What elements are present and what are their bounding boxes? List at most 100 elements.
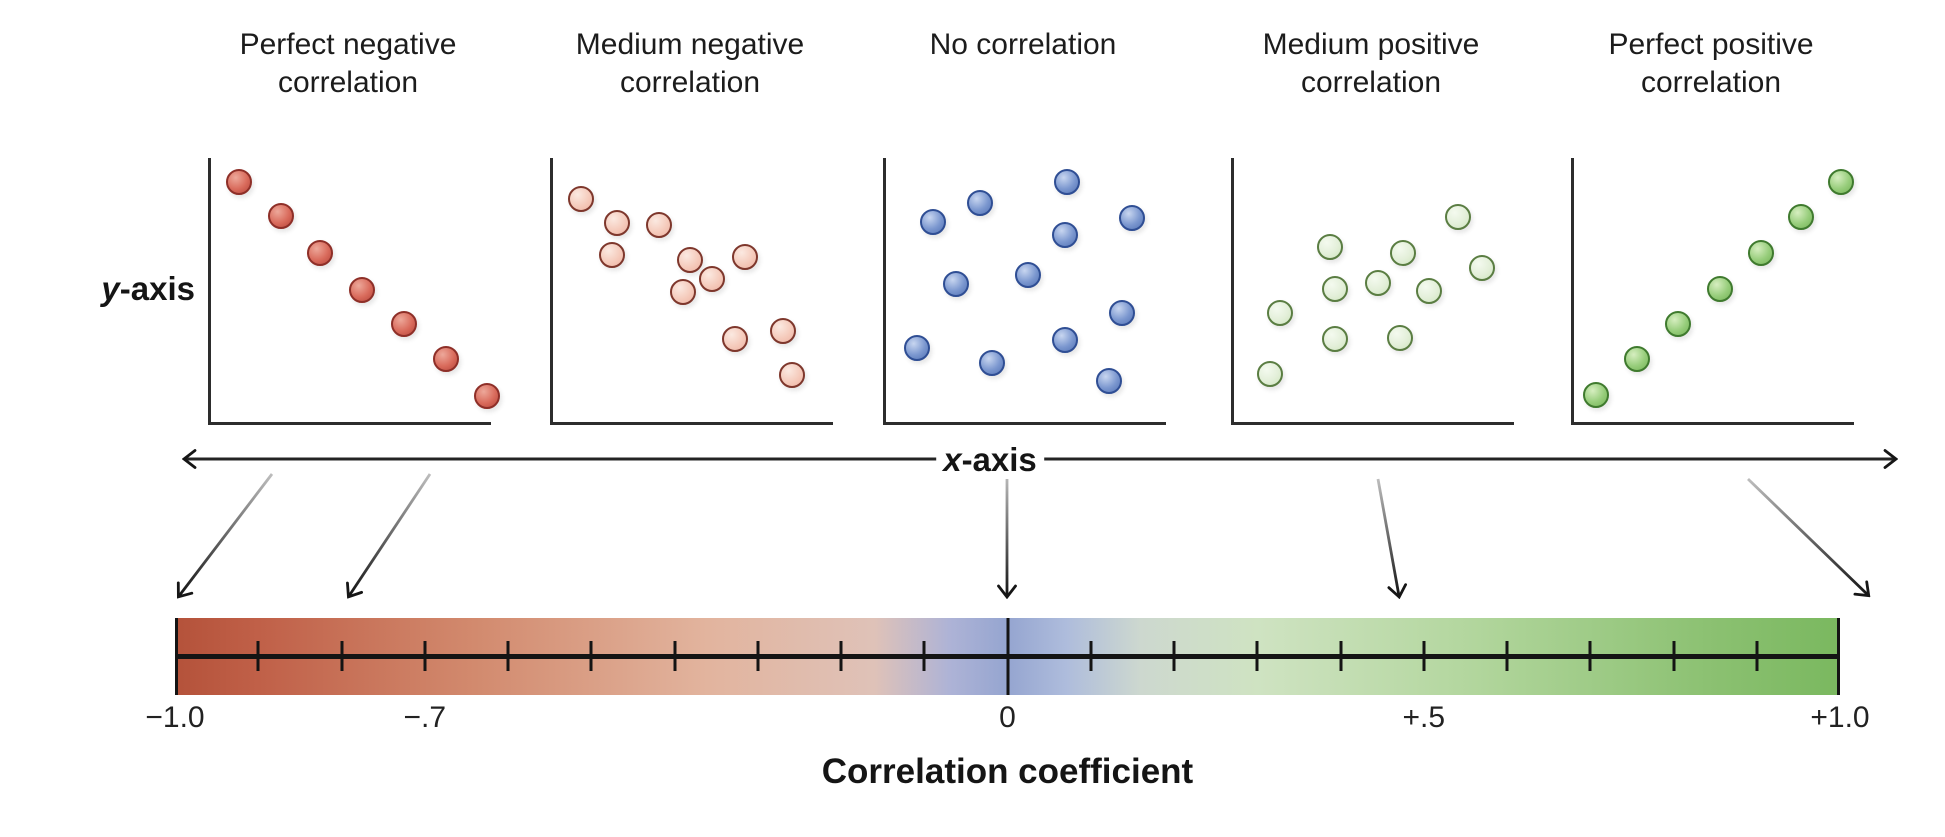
scatter-dot-lightgreen (1389, 240, 1416, 267)
scatter-dot-red (391, 311, 418, 338)
scatter-panel-perfect-positive (1571, 158, 1854, 425)
title-line: correlation (1300, 66, 1442, 99)
scatter-dot-pink (698, 265, 725, 292)
scatter-dot-blue (1052, 326, 1079, 353)
scatter-dot-pink (677, 246, 704, 273)
caption: Correlation coefficient (821, 752, 1194, 791)
scale-major-line (1837, 618, 1840, 695)
scatter-dot-red (226, 168, 252, 195)
scale-label-0: 0 (999, 701, 1016, 734)
scale-tick (423, 641, 427, 671)
scatter-dot-lightgreen (1386, 325, 1413, 352)
scatter-dot-pink (722, 326, 748, 353)
scatter-dot-blue (978, 350, 1005, 377)
scatter-dot-lightgreen (1322, 326, 1349, 353)
scatter-panel-medium-positive (1231, 158, 1514, 425)
scale-tick (1089, 641, 1093, 671)
scatter-dot-green (1706, 275, 1733, 302)
title-line: No correlation (929, 28, 1117, 61)
scale-label-+1.0: +1.0 (1810, 701, 1870, 734)
scale-tick (756, 641, 760, 671)
title-line: correlation (277, 66, 419, 99)
scatter-panel-no-correlation (883, 158, 1166, 425)
scatter-dot-blue (903, 335, 930, 362)
scale-label-−.7: −.7 (403, 701, 447, 734)
scale-tick (1588, 641, 1592, 671)
panel-title-perfect-negative: Perfect negative correlation (168, 26, 528, 102)
title-line: correlation (619, 66, 761, 99)
scatter-panel-medium-negative (550, 158, 833, 425)
scatter-dot-pink (670, 279, 697, 306)
title-line: Medium positive (1262, 28, 1480, 61)
scatter-dot-lightgreen (1267, 299, 1294, 326)
scatter-dot-blue (1109, 299, 1136, 326)
y-axis-label: y-axis (18, 270, 195, 308)
scale-tick (589, 641, 593, 671)
scatter-dot-red (473, 382, 500, 409)
scatter-dot-green (1624, 345, 1651, 372)
panel-title-medium-negative: Medium negative correlation (510, 26, 870, 102)
pointer-arrow (1376, 478, 1399, 596)
title-line: correlation (1640, 66, 1782, 99)
scatter-dot-pink (646, 212, 673, 239)
pointer-arrow (179, 473, 274, 596)
y-axis-suffix: -axis (119, 270, 195, 307)
scatter-dot-blue (1053, 168, 1080, 195)
scatter-dot-blue (1051, 222, 1078, 249)
scatter-dot-red (349, 277, 376, 303)
title-line: Perfect positive (1608, 28, 1814, 61)
x-axis-suffix: -axis (961, 441, 1037, 478)
scatter-dot-green (1827, 168, 1854, 195)
scatter-dot-pink (604, 209, 631, 236)
pointer-arrow (1747, 477, 1868, 595)
scale-label-+.5: +.5 (1402, 701, 1446, 734)
title-line: Perfect negative (239, 28, 457, 61)
scale-tick (1755, 641, 1759, 671)
scatter-dot-pink (598, 241, 625, 268)
scale-tick (673, 641, 676, 671)
scale-tick (1505, 641, 1509, 671)
scale-tick (1422, 641, 1426, 671)
x-axis-label: x-axis (936, 441, 1044, 479)
scatter-dot-blue (1096, 368, 1123, 395)
x-axis-variable: x (943, 441, 962, 478)
scatter-dot-lightgreen (1468, 255, 1495, 282)
scatter-dot-lightgreen (1257, 360, 1284, 387)
scale-tick (922, 641, 926, 671)
scale-tick (839, 641, 843, 671)
scale-label-−1.0: −1.0 (145, 701, 205, 734)
scale-tick (1339, 641, 1342, 671)
scale-tick (340, 641, 343, 671)
scatter-dot-green (1665, 311, 1692, 338)
scatter-dot-blue (967, 189, 994, 216)
pointer-arrow (349, 473, 432, 596)
scatter-dot-red (433, 345, 460, 372)
scatter-dot-pink (769, 317, 796, 344)
scatter-dot-lightgreen (1322, 275, 1349, 302)
panel-title-medium-positive: Medium positive correlation (1191, 26, 1551, 102)
title-line: Medium negative (575, 28, 805, 61)
scatter-dot-green (1747, 240, 1774, 267)
panel-title-no-correlation: No correlation (843, 26, 1203, 64)
scatter-dot-pink (568, 185, 594, 212)
scatter-panel-perfect-negative (208, 158, 500, 425)
scatter-dot-lightgreen (1364, 269, 1391, 296)
scatter-dot-lightgreen (1445, 203, 1471, 230)
scatter-dot-blue (943, 270, 969, 297)
scale-tick (506, 641, 510, 671)
scatter-dot-lightgreen (1317, 233, 1344, 260)
scatter-dot-blue (1014, 261, 1041, 288)
scatter-dot-green (1583, 382, 1610, 409)
scale-tick (1672, 641, 1675, 671)
scatter-dot-red (307, 240, 334, 267)
scatter-dot-blue (1118, 204, 1145, 231)
scatter-dot-blue (919, 208, 946, 235)
scale-tick (256, 641, 260, 671)
scale-major-line (175, 618, 178, 695)
scatter-dot-lightgreen (1416, 278, 1443, 305)
scatter-dot-green (1787, 203, 1814, 230)
correlation-gradient-bar (175, 618, 1840, 695)
scale-major-line (1006, 618, 1009, 695)
